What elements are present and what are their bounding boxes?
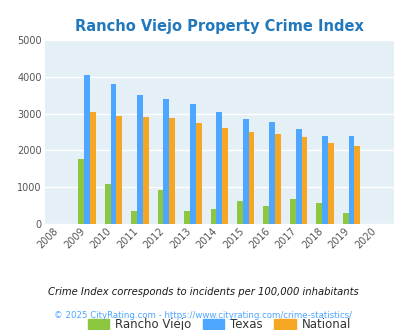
Bar (104, 184, 110, 224)
Bar (84, 76, 90, 224)
Bar (136, 95, 143, 224)
Bar (195, 123, 201, 224)
Bar (169, 118, 175, 224)
Bar (216, 112, 222, 224)
Legend: Rancho Viejo, Texas, National: Rancho Viejo, Texas, National (83, 314, 355, 330)
Bar (222, 128, 228, 224)
Bar (163, 99, 169, 224)
Bar (116, 116, 122, 224)
Bar (263, 206, 269, 224)
Bar (248, 132, 254, 224)
Bar (110, 84, 116, 224)
Bar (342, 213, 348, 224)
Bar (354, 146, 359, 224)
Bar (183, 211, 190, 224)
Bar (143, 117, 148, 224)
Bar (315, 203, 321, 224)
Title: Rancho Viejo Property Crime Index: Rancho Viejo Property Crime Index (75, 19, 363, 34)
Bar (157, 190, 163, 224)
Bar (274, 134, 280, 224)
Bar (327, 144, 333, 224)
Text: Crime Index corresponds to incidents per 100,000 inhabitants: Crime Index corresponds to incidents per… (47, 287, 358, 297)
Bar (269, 122, 274, 224)
Bar (242, 119, 248, 224)
Bar (321, 136, 327, 224)
Bar (210, 209, 216, 224)
Bar (295, 129, 301, 224)
Bar (348, 136, 354, 224)
Bar (301, 137, 307, 224)
Bar (131, 211, 136, 224)
Bar (190, 104, 195, 224)
Bar (78, 159, 84, 224)
Bar (90, 113, 96, 224)
Bar (289, 199, 295, 224)
Bar (237, 201, 242, 224)
Text: © 2025 CityRating.com - https://www.cityrating.com/crime-statistics/: © 2025 CityRating.com - https://www.city… (54, 312, 351, 320)
